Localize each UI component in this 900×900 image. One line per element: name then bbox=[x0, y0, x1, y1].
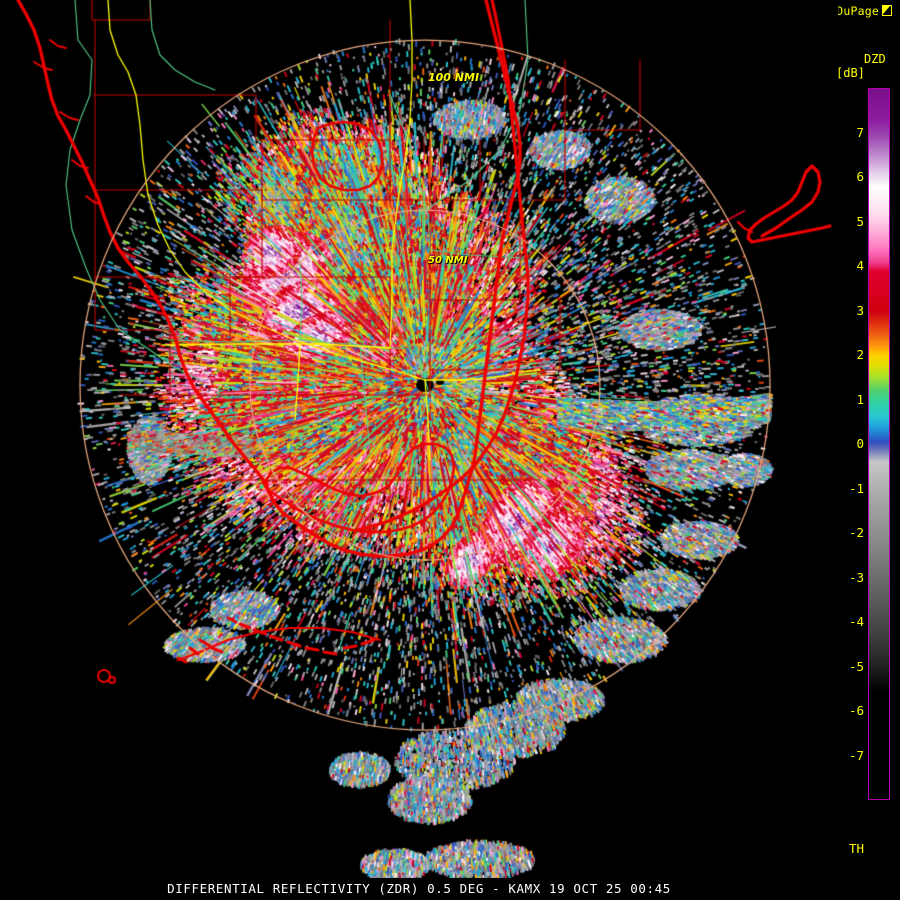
colorbar-tick-minus2: -2 bbox=[848, 525, 864, 540]
flag-icon bbox=[882, 5, 892, 16]
colorbar-tick-minus6: -6 bbox=[848, 703, 864, 718]
colorbar-tick-2: 2 bbox=[856, 347, 864, 362]
colorbar-product-label: DZD bbox=[864, 52, 886, 66]
range-ring-label-100: 100 NMI bbox=[428, 71, 480, 84]
colorbar-threshold-label: TH bbox=[848, 840, 864, 856]
product-caption: DIFFERENTIAL REFLECTIVITY (ZDR) 0.5 DEG … bbox=[167, 881, 671, 896]
colorbar-unit-label: [dB] bbox=[836, 66, 865, 80]
colorbar-tick-3: 3 bbox=[856, 302, 864, 318]
colorbar-tick-minus4: -4 bbox=[848, 614, 864, 629]
colorbar-tick-4: 4 bbox=[856, 258, 864, 273]
radar-image-panel[interactable]: 100 NMI 50 NMI bbox=[0, 0, 838, 878]
colorbar-gradient bbox=[868, 88, 890, 800]
colorbar-tick-6: 6 bbox=[856, 169, 864, 184]
colorbar-tick-minus3: -3 bbox=[848, 569, 864, 585]
colorbar-tick-1: 1 bbox=[856, 391, 864, 407]
colorbar-tick-minus7: -7 bbox=[848, 747, 864, 763]
colorbar-tick-minus5: -5 bbox=[848, 658, 864, 674]
radar-echo-canvas[interactable] bbox=[0, 0, 838, 878]
colorbar-tick-5: 5 bbox=[856, 213, 864, 229]
colorbar-tick-minus1: -1 bbox=[848, 480, 864, 496]
colorbar: [dB] DZD 7 6 5 4 3 2 1 0 -1 -2 -3 -4 -5 -6 -7 TH bbox=[836, 52, 900, 856]
range-ring-label-50: 50 NMI bbox=[428, 255, 468, 266]
colorbar-tick-0: 0 bbox=[856, 436, 864, 451]
colorbar-tick-7: 7 bbox=[856, 124, 864, 140]
